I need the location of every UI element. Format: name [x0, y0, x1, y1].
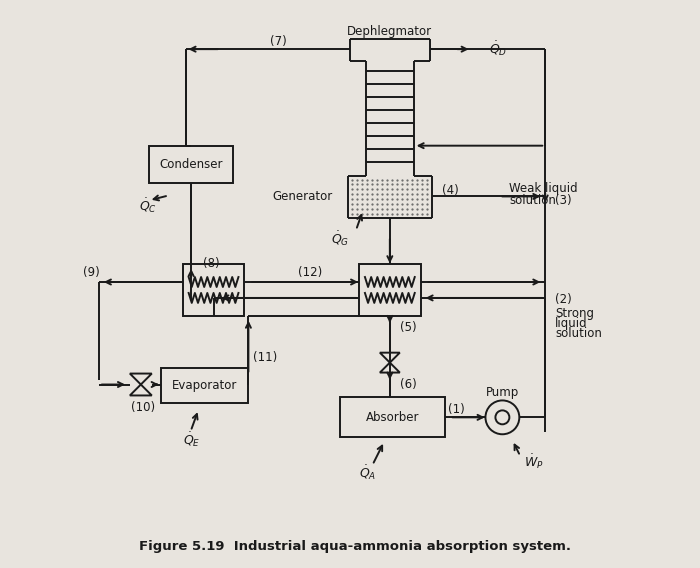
Text: (3): (3)	[555, 194, 572, 207]
Polygon shape	[130, 385, 152, 395]
Text: (11): (11)	[253, 351, 278, 364]
Polygon shape	[380, 362, 400, 373]
Text: (4): (4)	[442, 184, 458, 197]
Text: Absorber: Absorber	[365, 411, 419, 424]
Text: (9): (9)	[83, 266, 99, 278]
Bar	[340, 398, 444, 437]
Polygon shape	[380, 353, 400, 362]
Text: Dephlegmator: Dephlegmator	[347, 25, 433, 37]
Bar	[161, 367, 248, 403]
Text: liquid: liquid	[555, 318, 588, 331]
Text: solution: solution	[510, 194, 556, 207]
Text: solution: solution	[555, 327, 602, 340]
Text: $\dot{Q}_E$: $\dot{Q}_E$	[183, 430, 200, 449]
Text: Pump: Pump	[486, 386, 519, 399]
Text: $\dot{Q}_G$: $\dot{Q}_G$	[331, 229, 349, 248]
Text: (7): (7)	[270, 35, 287, 48]
Text: Strong: Strong	[555, 307, 594, 320]
Circle shape	[486, 400, 519, 435]
Circle shape	[496, 410, 510, 424]
Text: $\dot{Q}_A$: $\dot{Q}_A$	[359, 463, 376, 482]
Bar	[183, 264, 244, 316]
Text: Condenser: Condenser	[160, 158, 223, 171]
Text: (2): (2)	[555, 294, 572, 306]
Text: (5): (5)	[400, 321, 416, 335]
Text: Figure 5.19  Industrial aqua-ammonia absorption system.: Figure 5.19 Industrial aqua-ammonia abso…	[139, 540, 571, 553]
Text: (8): (8)	[203, 257, 220, 270]
Text: $\dot{Q}_D$: $\dot{Q}_D$	[489, 40, 508, 59]
Text: (6): (6)	[400, 378, 416, 391]
Text: (10): (10)	[131, 401, 155, 414]
Text: $\dot{W}_P$: $\dot{W}_P$	[524, 453, 544, 471]
Text: Weak liquid: Weak liquid	[510, 182, 578, 195]
Bar	[359, 264, 421, 316]
Text: Generator: Generator	[273, 190, 333, 203]
Polygon shape	[130, 374, 152, 385]
Text: $\dot{Q}_C$: $\dot{Q}_C$	[139, 196, 157, 215]
Bar	[149, 145, 234, 183]
Text: (1): (1)	[448, 403, 465, 416]
Text: Evaporator: Evaporator	[172, 379, 237, 392]
Text: (12): (12)	[298, 266, 322, 278]
